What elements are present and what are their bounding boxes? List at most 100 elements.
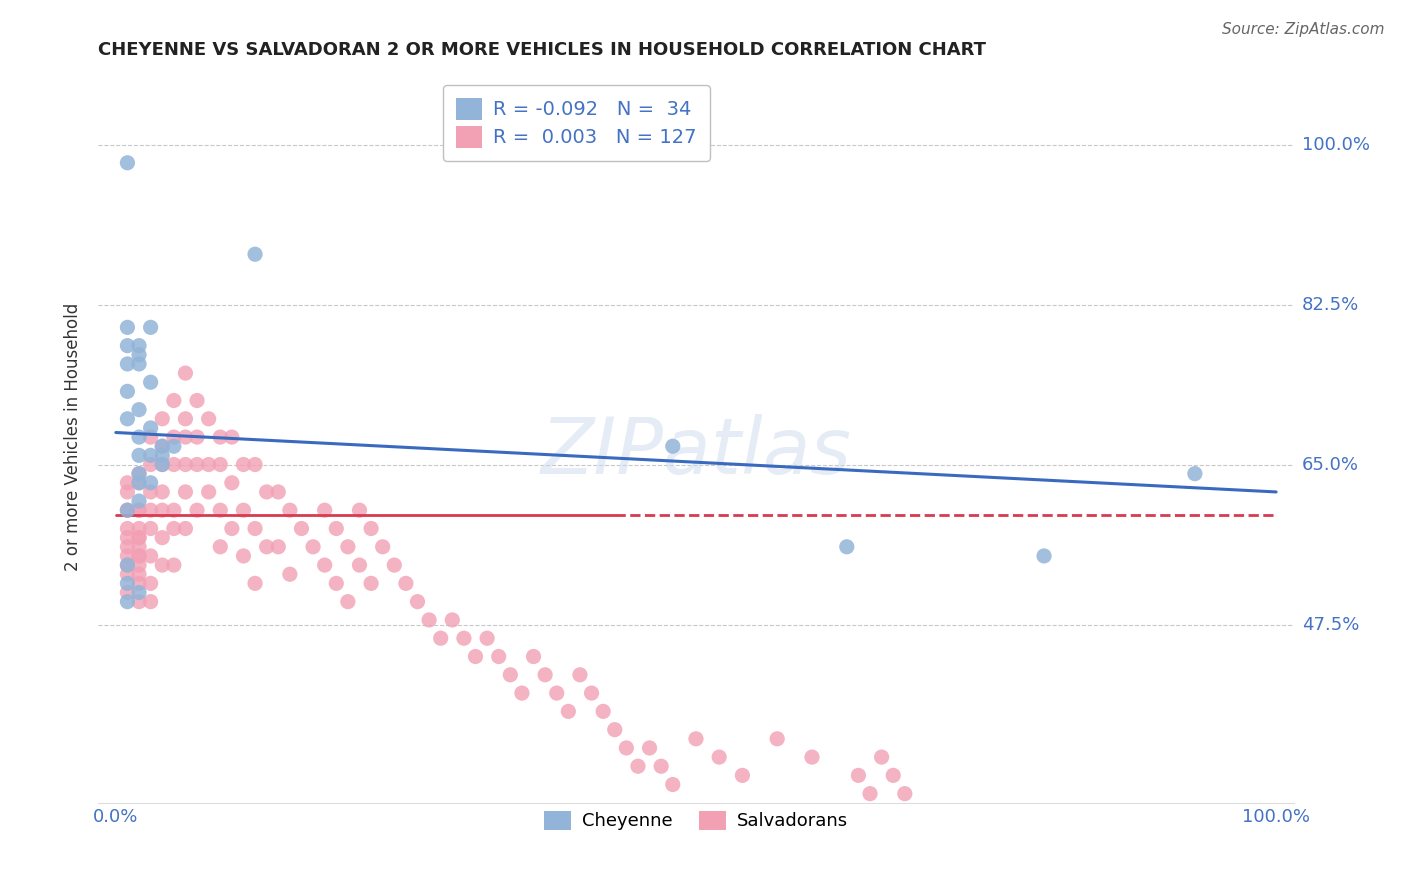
Point [150,412,173,426]
Point [603,723,626,737]
Text: Source: ZipAtlas.com: Source: ZipAtlas.com [1222,22,1385,37]
Point [163,439,186,453]
Point [128,338,150,352]
Point [128,467,150,481]
Point [499,667,522,681]
Point [163,430,186,444]
Point [117,412,139,426]
Point [243,576,266,591]
Point [325,576,347,591]
Point [232,549,254,563]
Point [256,485,278,500]
Point [290,521,312,535]
Point [835,540,858,554]
Point [209,430,232,444]
Point [336,594,359,608]
Point [117,503,139,517]
Point [243,521,266,535]
Point [360,576,382,591]
Point [382,558,405,573]
Point [117,503,139,517]
Point [267,540,290,554]
Point [128,594,150,608]
Point [128,540,150,554]
Point [546,686,568,700]
Point [349,558,371,573]
Point [128,503,150,517]
Point [209,458,232,472]
Point [197,485,219,500]
Point [453,632,475,646]
Point [186,430,208,444]
Point [209,540,232,554]
Point [117,338,139,352]
Point [174,485,197,500]
Point [522,649,544,664]
Point [360,521,382,535]
Point [336,540,359,554]
Point [150,485,173,500]
Point [267,485,290,500]
Point [510,686,533,700]
Point [128,503,150,517]
Point [441,613,464,627]
Point [488,649,510,664]
Point [128,448,150,462]
Point [174,458,197,472]
Point [150,503,173,517]
Point [314,503,336,517]
Point [418,613,440,627]
Point [128,494,150,508]
Point [150,448,173,462]
Point [139,475,162,490]
Point [1033,549,1056,563]
Point [232,503,254,517]
Point [128,402,150,417]
Point [139,430,162,444]
Point [243,247,266,261]
Point [870,750,893,764]
Point [117,567,139,582]
Point [314,558,336,573]
Point [232,458,254,472]
Point [139,576,162,591]
Point [128,531,150,545]
Point [661,778,683,792]
Point [150,439,173,453]
Point [117,558,139,573]
Point [117,503,139,517]
Point [475,632,498,646]
Point [278,503,301,517]
Point [325,521,347,535]
Point [128,558,150,573]
Point [209,503,232,517]
Point [174,430,197,444]
Point [117,531,139,545]
Point [117,558,139,573]
Point [128,521,150,535]
Point [117,475,139,490]
Point [139,503,162,517]
Point [128,475,150,490]
Point [221,430,243,444]
Point [882,768,904,782]
Text: 65.0%: 65.0% [1302,456,1358,474]
Point [117,155,139,169]
Point [163,458,186,472]
Point [117,594,139,608]
Point [627,759,650,773]
Point [568,667,591,681]
Point [163,503,186,517]
Point [371,540,394,554]
Point [801,750,824,764]
Point [197,412,219,426]
Point [139,521,162,535]
Point [117,384,139,399]
Text: ZIPatlas: ZIPatlas [540,414,852,490]
Point [186,503,208,517]
Point [117,585,139,599]
Point [581,686,603,700]
Point [685,731,707,746]
Point [661,439,683,453]
Point [221,521,243,535]
